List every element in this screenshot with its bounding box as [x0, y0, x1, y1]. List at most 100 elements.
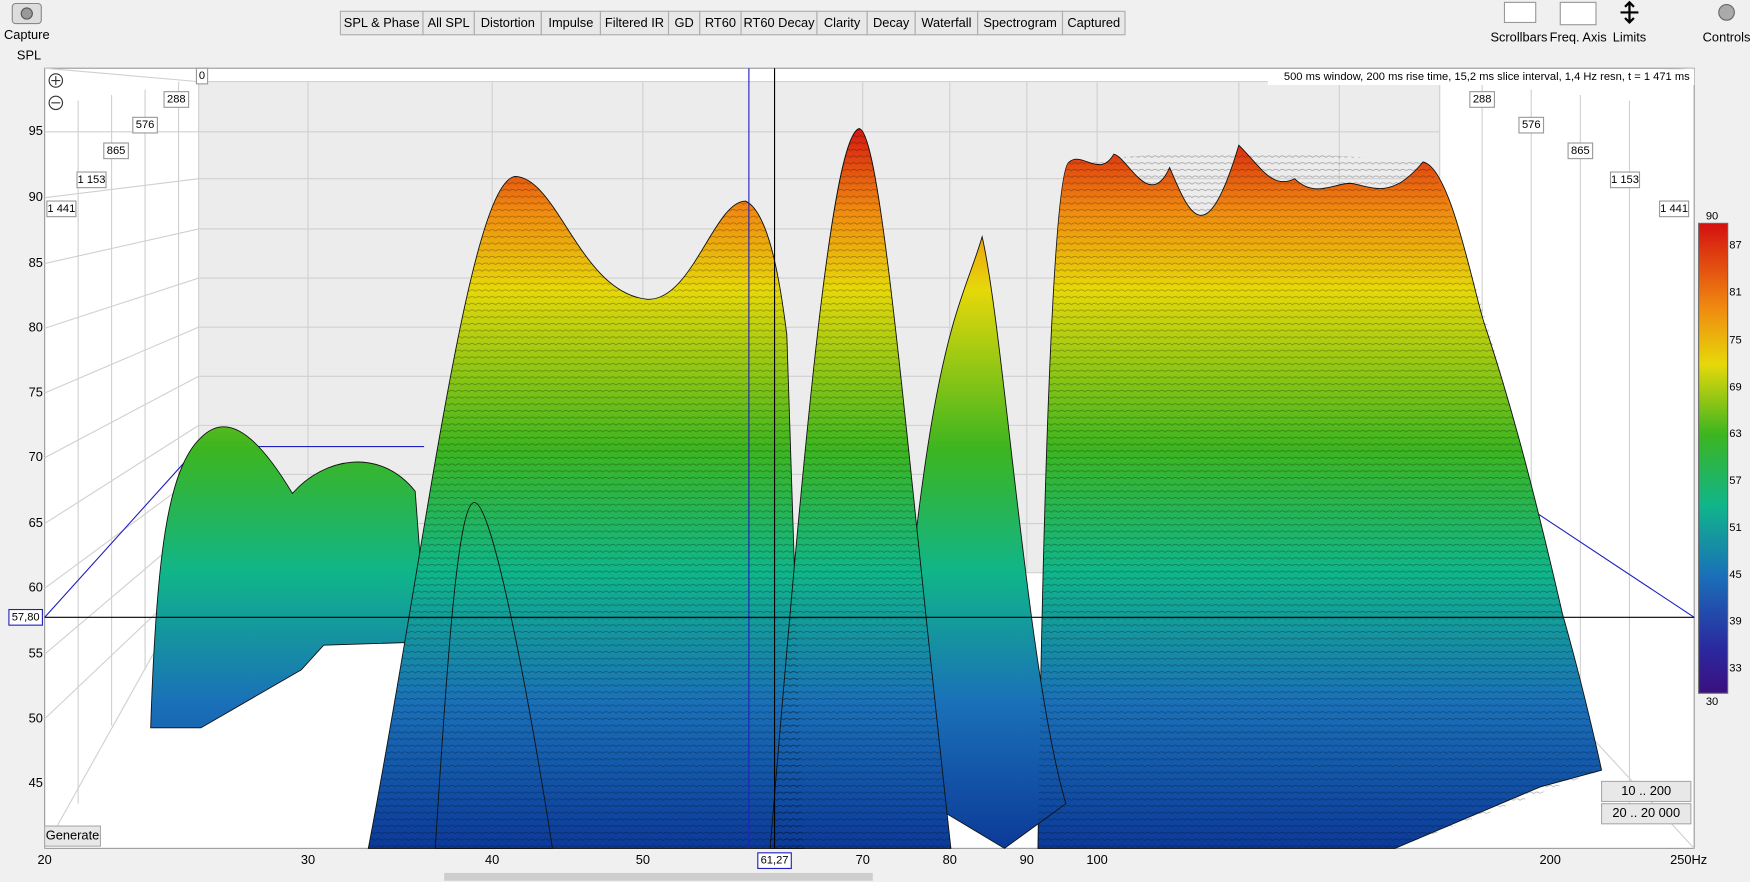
x-tick-label: 100 [1086, 852, 1107, 867]
tab-label: Impulse [548, 15, 593, 30]
toolbar-button-label[interactable]: Freq. Axis [1550, 29, 1607, 44]
time-label-box [1609, 171, 1641, 189]
graph-label: SPL [17, 47, 41, 62]
range-low-button[interactable]: 10 .. 200 [1601, 780, 1692, 803]
y-tick-label: 75 [29, 384, 43, 399]
color-scale-label: 33 [1729, 663, 1741, 675]
cursor-x-label-box [757, 852, 792, 870]
tab[interactable]: All SPL [422, 10, 475, 36]
y-tick-label: 50 [29, 710, 43, 725]
scroll-thumb[interactable] [444, 872, 873, 881]
range-low-label: 10 .. 200 [1621, 783, 1671, 798]
tab[interactable]: Distortion [473, 10, 542, 36]
time-label-box [1469, 91, 1495, 108]
tab-label: Distortion [481, 15, 535, 30]
time-label: 1 441 [1660, 203, 1688, 215]
tab-label: Decay [873, 15, 910, 30]
scrollbars-icon [1503, 1, 1537, 24]
color-scale-label: 57 [1729, 475, 1741, 487]
scrollbar[interactable] [0, 870, 1750, 882]
time-label-box [1567, 142, 1594, 160]
color-scale-label: 87 [1729, 240, 1741, 252]
color-scale-max: 90 [1706, 211, 1718, 223]
tab[interactable]: Captured [1061, 10, 1126, 36]
x-tick-label: 20 [38, 852, 52, 867]
time-label-box [132, 116, 158, 134]
time-label: 576 [136, 119, 155, 131]
cursor-crosshair [44, 68, 1695, 849]
y-tick-label: 85 [29, 255, 43, 270]
tab[interactable]: Clarity [816, 10, 868, 36]
color-scale-label: 75 [1729, 335, 1741, 347]
tab-label: All SPL [428, 15, 470, 30]
time-label-box [46, 200, 77, 218]
y-tick-label: 45 [29, 775, 43, 790]
y-tick-label: 60 [29, 580, 43, 595]
time-label: 576 [1522, 119, 1541, 131]
time-origin-label: 0 [199, 70, 205, 82]
tab[interactable]: Impulse [540, 10, 602, 36]
color-scale-label: 51 [1729, 522, 1741, 534]
tab-label: Waterfall [921, 15, 971, 30]
tab[interactable]: SPL & Phase [339, 10, 424, 36]
y-tick-label: 65 [29, 515, 43, 530]
tab-label: Filtered IR [605, 15, 664, 30]
y-tick-label: 90 [29, 189, 43, 204]
y-tick-label: 70 [29, 449, 43, 464]
color-scale-label: 69 [1729, 381, 1741, 393]
x-tick-label: 30 [301, 852, 315, 867]
color-scale-label: 63 [1729, 428, 1741, 440]
generate-button[interactable]: Generate [44, 825, 102, 847]
toolbar-button-label[interactable]: Limits [1613, 29, 1647, 44]
x-tick-label: 250Hz [1670, 852, 1707, 867]
time-label-box [163, 91, 190, 108]
time-label: 1 441 [47, 203, 75, 215]
tab-bg [1061, 10, 1126, 36]
tab[interactable]: RT60 Decay [740, 10, 818, 36]
tab[interactable]: GD [667, 10, 701, 36]
x-tick-label: 90 [1020, 852, 1034, 867]
x-tick-label: 200 [1540, 852, 1561, 867]
time-label-box [1659, 200, 1690, 218]
time-label: 1 153 [1611, 174, 1639, 186]
time-label: 288 [1473, 93, 1492, 105]
color-scale [1698, 222, 1729, 694]
time-origin-label-box [195, 67, 209, 85]
tab[interactable]: Waterfall [914, 10, 979, 36]
time-label: 288 [167, 93, 186, 105]
freq-axis-icon [1559, 1, 1597, 26]
y-tick-label: 80 [29, 320, 43, 335]
tab-label: Spectrogram [983, 15, 1056, 30]
tab-label: Clarity [824, 15, 861, 30]
time-label-box [103, 142, 129, 160]
toolbar-button-label[interactable]: Scrollbars [1490, 29, 1547, 44]
controls-icon [1718, 4, 1735, 21]
color-scale-label: 39 [1729, 616, 1741, 628]
cursor-y-label-box [8, 608, 43, 626]
capture-button[interactable]: Capture [4, 2, 50, 43]
info-box [1267, 69, 1695, 85]
color-scale-label: 81 [1729, 287, 1741, 299]
y-tick-label: 55 [29, 646, 43, 661]
x-tick-label: 50 [636, 852, 650, 867]
waterfall-contours [368, 128, 1602, 849]
toolbar-button-label[interactable]: Controls [1703, 29, 1750, 44]
range-full-button[interactable]: 20 .. 20 000 [1601, 803, 1692, 825]
time-label-box [1518, 116, 1545, 134]
x-tick-label: 70 [856, 852, 870, 867]
time-label: 865 [1571, 145, 1590, 157]
generate-label: Generate [46, 827, 100, 842]
tab[interactable]: Spectrogram [977, 10, 1064, 36]
tab[interactable]: RT60 [699, 10, 742, 36]
tab[interactable]: Filtered IR [599, 10, 670, 36]
x-tick-label: 40 [485, 852, 499, 867]
tab-label: RT60 Decay [743, 15, 815, 30]
tab-label: GD [675, 15, 694, 30]
tab-label: SPL & Phase [344, 15, 420, 30]
info-text: 500 ms window, 200 ms rise time, 15,2 ms… [1284, 71, 1690, 83]
limits-icon [1620, 0, 1639, 25]
capture-label: Capture [4, 27, 50, 42]
tab[interactable]: Decay [866, 10, 916, 36]
time-label: 865 [107, 145, 126, 157]
